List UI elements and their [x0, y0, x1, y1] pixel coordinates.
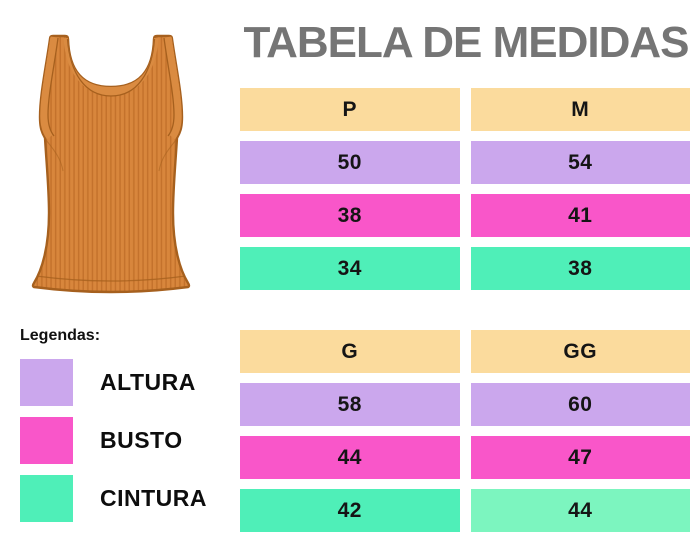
busto-cell-gg: 47 — [470, 436, 690, 479]
cintura-cell-gg: 44 — [470, 489, 690, 532]
cintura-cell-m: 38 — [470, 247, 690, 290]
neckband — [63, 37, 159, 96]
busto-cell-g: 44 — [240, 436, 460, 479]
tank-top-illustration — [31, 34, 191, 294]
size-table-g-gg: G GG 58 60 44 47 42 44 — [240, 330, 690, 532]
header-cell-gg: GG — [470, 330, 690, 373]
legend-label-cintura: CINTURA — [100, 485, 207, 511]
size-table-p-m: P M 50 54 38 41 34 38 — [240, 88, 690, 290]
armhole-band-left-stitch — [47, 37, 59, 137]
altura-cell-g: 58 — [240, 383, 460, 426]
cintura-cell-g: 42 — [240, 489, 460, 532]
legend-heading: Legendas: — [20, 327, 101, 344]
armhole-band-right — [164, 36, 182, 140]
busto-cell-m: 41 — [470, 194, 690, 237]
altura-cell-p: 50 — [240, 141, 460, 184]
seam-right — [158, 139, 177, 172]
hem-stitch — [35, 275, 187, 282]
altura-cell-m: 54 — [470, 141, 690, 184]
altura-color-swatch — [20, 359, 73, 406]
header-cell-p: P — [240, 88, 460, 131]
armhole-band-right-stitch — [163, 37, 175, 137]
seam-left — [45, 139, 64, 172]
cintura-color-swatch — [20, 475, 73, 522]
busto-cell-p: 38 — [240, 194, 460, 237]
altura-cell-gg: 60 — [470, 383, 690, 426]
header-cell-m: M — [470, 88, 690, 131]
tank-top-body — [31, 34, 191, 294]
page-title: TABELA DE MEDIDAS — [243, 18, 690, 67]
armhole-band-left — [40, 36, 58, 140]
neckband-stitch — [66, 38, 156, 97]
legend-item-altura: ALTURA — [20, 359, 207, 406]
tank-top-silhouette — [31, 34, 191, 294]
legend-label-busto: BUSTO — [100, 427, 183, 453]
legend-item-cintura: CINTURA — [20, 475, 207, 522]
legend-item-busto: BUSTO — [20, 417, 207, 464]
busto-color-swatch — [20, 417, 73, 464]
legend-label-altura: ALTURA — [100, 369, 196, 395]
cintura-cell-p: 34 — [240, 247, 460, 290]
header-cell-g: G — [240, 330, 460, 373]
legend: ALTURA BUSTO CINTURA — [20, 359, 207, 533]
